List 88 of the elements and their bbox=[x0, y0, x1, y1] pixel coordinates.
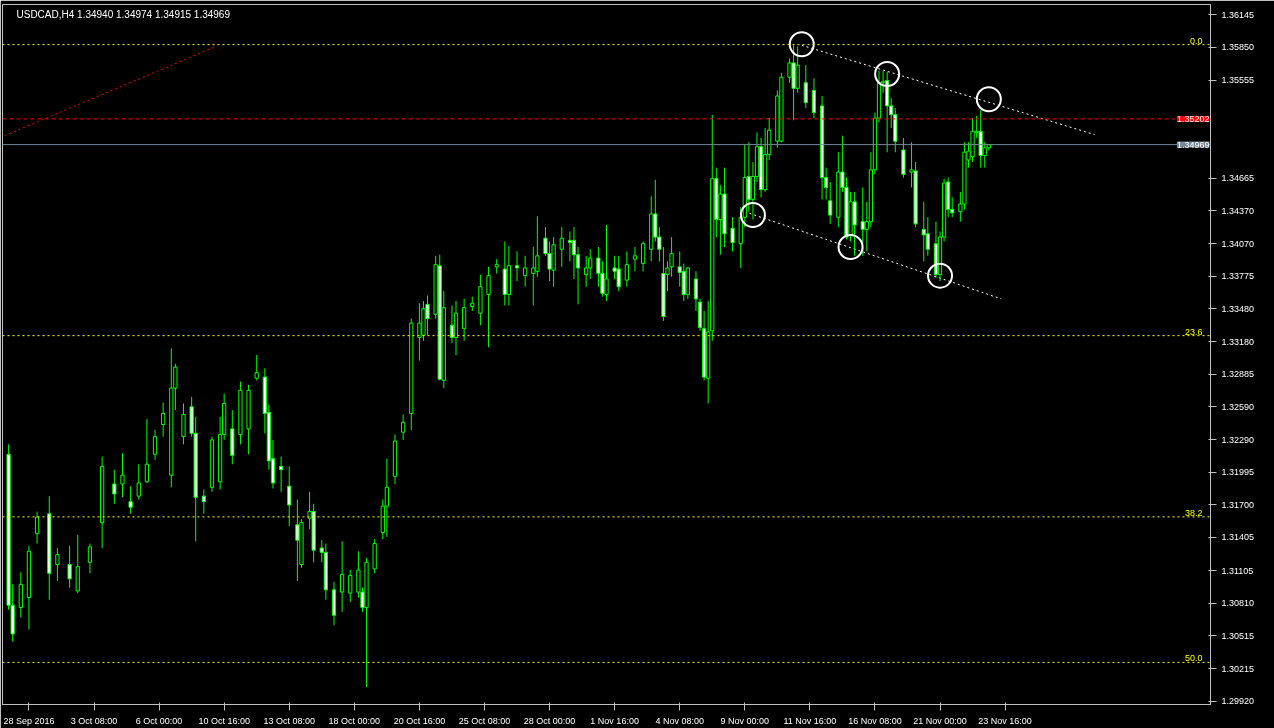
y-tick-label: 1.35850 bbox=[1221, 42, 1255, 53]
y-tick-label: 1.32590 bbox=[1221, 401, 1255, 412]
x-tick-label: 20 Oct 16:00 bbox=[393, 715, 446, 726]
candlestick bbox=[584, 255, 589, 288]
candlestick bbox=[152, 429, 158, 461]
candlestick bbox=[640, 241, 646, 272]
x-tick-label: 6 Oct 00:00 bbox=[135, 715, 183, 726]
annotation: 38.2 bbox=[1184, 507, 1203, 518]
candlestick bbox=[144, 418, 150, 484]
candlestick bbox=[730, 216, 735, 252]
candlestick bbox=[87, 543, 93, 574]
y-tick-label: 1.31995 bbox=[1221, 467, 1255, 478]
candlestick bbox=[112, 469, 117, 505]
ref-line-label: 1.35202 bbox=[1176, 113, 1210, 124]
x-tick-label: 28 Oct 00:00 bbox=[523, 715, 576, 726]
candlestick bbox=[161, 401, 166, 438]
candlestick bbox=[803, 64, 808, 109]
x-tick-label: 10 Oct 16:00 bbox=[198, 715, 250, 726]
point bbox=[788, 31, 815, 58]
candlestick bbox=[559, 226, 564, 268]
candlestick bbox=[67, 545, 72, 589]
candlestick bbox=[921, 201, 926, 262]
y-tick-label: 1.34665 bbox=[1221, 173, 1255, 184]
candlestick bbox=[181, 403, 186, 445]
candlestick bbox=[128, 485, 133, 515]
x-tick-label: 23 Nov 16:00 bbox=[978, 715, 1032, 726]
candlestick bbox=[462, 298, 467, 342]
y-tick-label: 1.35555 bbox=[1221, 75, 1255, 86]
point bbox=[927, 262, 954, 289]
x-tick-label: 16 Nov 08:00 bbox=[848, 715, 902, 726]
y-tick-label: 1.33775 bbox=[1221, 271, 1255, 282]
candlestick bbox=[278, 455, 284, 493]
point bbox=[837, 234, 864, 260]
candlestick bbox=[795, 45, 800, 94]
candlestick bbox=[681, 263, 686, 302]
x-tick-label: 28 Sep 2016 bbox=[3, 715, 55, 726]
candlestick bbox=[624, 250, 629, 288]
candlestick bbox=[811, 77, 817, 119]
candlestick bbox=[523, 255, 528, 288]
candlestick bbox=[486, 266, 491, 348]
x-tick-label: 18 Oct 00:00 bbox=[328, 715, 381, 726]
y-tick-label: 1.33480 bbox=[1221, 303, 1255, 314]
candlestick bbox=[348, 569, 353, 603]
chart-title: USDCAD,H4 1.34940 1.34974 1.34915 1.34969 bbox=[16, 8, 231, 20]
x-tick-label: 9 Nov 00:00 bbox=[720, 715, 770, 726]
candlestick bbox=[449, 304, 455, 344]
y-tick-label: 1.30515 bbox=[1221, 630, 1255, 641]
candlestick bbox=[34, 511, 40, 545]
candlestick bbox=[632, 246, 638, 272]
candlestick bbox=[120, 452, 125, 498]
x-tick-label: 25 Oct 08:00 bbox=[458, 715, 511, 726]
y-tick-label: 1.30810 bbox=[1221, 598, 1255, 609]
candlestick bbox=[567, 231, 573, 262]
candlestick bbox=[136, 463, 141, 500]
candlestick bbox=[604, 224, 609, 302]
y-tick-label: 1.31405 bbox=[1221, 532, 1255, 543]
point bbox=[739, 202, 766, 229]
candlestick bbox=[254, 354, 259, 381]
point bbox=[975, 86, 1002, 113]
x-tick-label: 21 Nov 00:00 bbox=[913, 715, 967, 726]
x-tick-label: 3 Oct 08:00 bbox=[70, 715, 118, 726]
x-tick-label: 4 Nov 08:00 bbox=[655, 715, 704, 726]
x-tick-label: 11 Nov 16:00 bbox=[783, 715, 837, 726]
y-tick-label: 1.36145 bbox=[1221, 9, 1255, 20]
x-tick-label: 13 Oct 08:00 bbox=[263, 715, 316, 726]
x-tick-label: 1 Nov 16:00 bbox=[590, 715, 639, 726]
y-tick-label: 1.30215 bbox=[1221, 663, 1255, 674]
y-tick-label: 1.32885 bbox=[1221, 369, 1255, 380]
candlestick bbox=[828, 181, 833, 225]
candlestick bbox=[616, 255, 621, 292]
candlestick bbox=[514, 250, 520, 282]
candlestick bbox=[925, 216, 930, 257]
candlestick bbox=[18, 571, 23, 618]
point bbox=[874, 60, 901, 87]
candlestick bbox=[340, 540, 345, 613]
annotation: 23.6 bbox=[1184, 326, 1203, 337]
candlestick bbox=[401, 414, 406, 441]
candlestick bbox=[55, 547, 60, 582]
y-tick-label: 1.34370 bbox=[1221, 205, 1255, 216]
y-tick-label: 1.32290 bbox=[1221, 434, 1255, 445]
y-tick-label: 1.34070 bbox=[1221, 238, 1255, 249]
y-tick-label: 1.31105 bbox=[1221, 565, 1254, 576]
candlestick bbox=[287, 465, 292, 527]
y-tick-label: 1.33180 bbox=[1221, 336, 1255, 347]
annotation: 0.0 bbox=[1189, 35, 1203, 46]
annotation: 50.0 bbox=[1184, 653, 1203, 664]
y-tick-label: 1.29920 bbox=[1221, 696, 1255, 707]
y-tick-label: 1.31700 bbox=[1221, 499, 1255, 510]
